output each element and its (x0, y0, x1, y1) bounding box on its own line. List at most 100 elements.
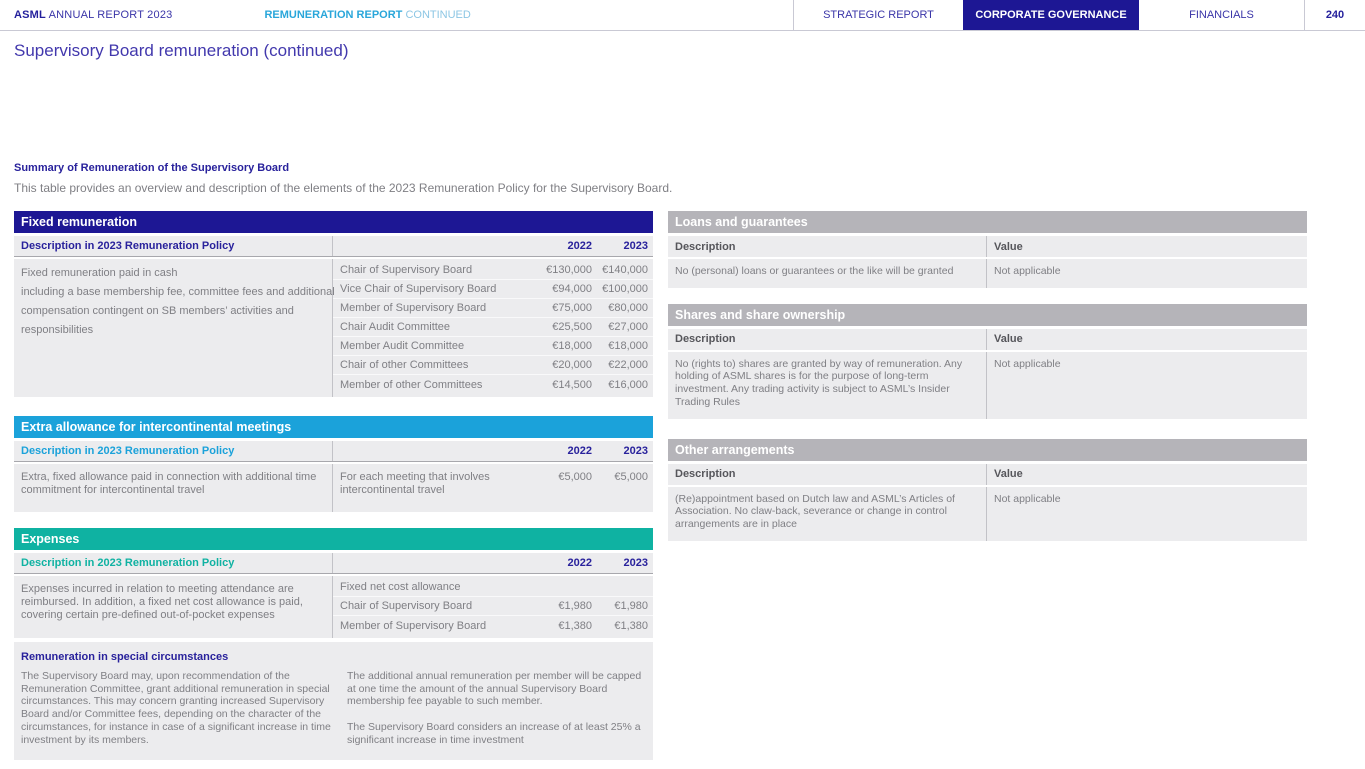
column-header-2023: 2023 (623, 557, 648, 569)
fee-2023: €140,000 (602, 264, 648, 276)
fee-2023: €16,000 (608, 378, 648, 391)
fee-2023: €22,000 (608, 359, 648, 371)
report-brand: ASML ANNUAL REPORT 2023 (14, 9, 172, 21)
fee-2022: €20,000 (552, 359, 592, 371)
fee-2023: €5,000 (614, 471, 648, 483)
table-row: Chair Audit Committee €25,500 €27,000 (333, 318, 653, 337)
intro-block: Summary of Remuneration of the Superviso… (14, 162, 1365, 195)
loans-description: No (personal) loans or guarantees or the… (668, 259, 987, 288)
column-header-value: Value (994, 240, 1023, 253)
fee-role: Chair of Supervisory Board (340, 600, 473, 612)
intro-heading: Summary of Remuneration of the Superviso… (14, 162, 290, 174)
fee-2023: €18,000 (608, 340, 648, 352)
other-value: Not applicable (994, 492, 1061, 505)
special-circumstances-heading: Remuneration in special circumstances (21, 651, 229, 663)
other-arrangements-table: Other arrangements Description Value (Re… (668, 438, 1307, 541)
section-continued: CONTINUED (405, 9, 471, 21)
column-header-2023: 2023 (623, 445, 648, 457)
other-arrangements-title: Other arrangements (668, 438, 1307, 461)
table-row: Fixed net cost allowance (333, 578, 653, 597)
intercontinental-body: Extra, fixed allowance paid in connectio… (14, 464, 653, 512)
nav-tab-financials[interactable]: FINANCIALS (1189, 9, 1254, 21)
fee-role: Chair Audit Committee (340, 321, 451, 333)
column-header-description: Description in 2023 Remuneration Policy (14, 236, 333, 256)
page-title: Supervisory Board remuneration (continue… (14, 41, 349, 60)
shares-ownership-table: Shares and share ownership Description V… (668, 303, 1307, 419)
expenses-body: Expenses incurred in relation to meeting… (14, 576, 653, 638)
table-row: Member of Supervisory Board €75,000 €80,… (333, 299, 653, 318)
allowance-detail: For each meeting that involves intercont… (340, 471, 490, 496)
fixed-remuneration-table: Fixed remuneration Description in 2023 R… (14, 211, 653, 397)
fixed-remuneration-description: Fixed remuneration paid in cash includin… (14, 259, 335, 397)
fee-2022: €1,380 (558, 619, 592, 632)
table-row: Chair of other Committees €20,000 €22,00… (333, 356, 653, 375)
column-header-description: Description (668, 328, 987, 350)
fee-2023: €27,000 (608, 321, 648, 333)
fee-2022: €18,000 (552, 340, 592, 352)
description-line: including a base membership fee, committ… (21, 286, 335, 298)
special-right-paragraph-1: The additional annual remuneration per m… (347, 670, 642, 708)
special-right-text: The additional annual remuneration per m… (347, 670, 644, 747)
brand-asml: ASML (14, 9, 46, 21)
section-name: REMUNERATION REPORT (264, 9, 403, 21)
special-circumstances-section: Remuneration in special circumstances Th… (14, 642, 653, 760)
other-subheader: Description Value (668, 463, 1307, 485)
topbar-spacer (471, 0, 793, 30)
special-circumstances-columns: The Supervisory Board may, upon recommen… (21, 670, 644, 747)
fee-2022: €5,000 (558, 471, 592, 483)
intercontinental-title: Extra allowance for intercontinental mee… (14, 416, 653, 438)
shares-subheader: Description Value (668, 328, 1307, 350)
expenses-title: Expenses (14, 528, 653, 550)
description-line: responsibilities (21, 324, 94, 336)
intercontinental-row: For each meeting that involves intercont… (333, 464, 653, 512)
table-row: For each meeting that involves intercont… (333, 466, 653, 497)
description-line: Fixed remuneration paid in cash (21, 267, 178, 279)
loans-subheader: Description Value (668, 236, 1307, 257)
fee-2022: €94,000 (552, 283, 592, 295)
column-header-2022: 2022 (567, 557, 592, 569)
loans-body: No (personal) loans or guarantees or the… (668, 259, 1307, 288)
main-content: Fixed remuneration Description in 2023 R… (14, 211, 1351, 760)
fixed-remuneration-body: Fixed remuneration paid in cash includin… (14, 259, 653, 397)
page-number: 240 (1304, 0, 1365, 30)
loans-value: Not applicable (994, 265, 1061, 277)
loans-guarantees-table: Loans and guarantees Description Value N… (668, 211, 1307, 288)
nav-tab-strategic-report[interactable]: STRATEGIC REPORT (793, 0, 963, 30)
expenses-subheader: Description in 2023 Remuneration Policy … (14, 553, 653, 574)
fee-2022: €14,500 (552, 378, 592, 391)
column-header-value: Value (994, 468, 1023, 481)
column-header-value: Value (994, 333, 1023, 346)
column-header-2022: 2022 (567, 240, 592, 252)
loans-guarantees-title: Loans and guarantees (668, 211, 1307, 233)
fee-role: Fixed net cost allowance (340, 581, 461, 593)
column-header-description: Description (668, 236, 987, 257)
table-row: Member of Supervisory Board €1,380 €1,38… (333, 616, 653, 635)
table-row: Chair of Supervisory Board €1,980 €1,980 (333, 597, 653, 616)
table-row: Member of other Committees €14,500 €16,0… (333, 375, 653, 394)
left-column: Fixed remuneration Description in 2023 R… (14, 211, 653, 760)
fixed-remuneration-subheader: Description in 2023 Remuneration Policy … (14, 236, 653, 257)
table-row: Member Audit Committee €18,000 €18,000 (333, 337, 653, 356)
intercontinental-subheader: Description in 2023 Remuneration Policy … (14, 441, 653, 462)
special-left-text: The Supervisory Board may, upon recommen… (21, 670, 331, 746)
year-columns: 2022 2023 (333, 553, 653, 573)
description-line: compensation contingent on SB members’ a… (21, 305, 294, 317)
fee-role: Chair of other Committees (340, 359, 469, 371)
fee-role: Member of other Committees (340, 378, 483, 391)
shares-body: No (rights to) shares are granted by way… (668, 351, 1307, 419)
shares-ownership-title: Shares and share ownership (668, 303, 1307, 326)
column-header-description: Description (668, 463, 987, 485)
fee-2023: €80,000 (608, 302, 648, 314)
table-row: Chair of Supervisory Board €130,000 €140… (333, 261, 653, 280)
column-header-description: Description in 2023 Remuneration Policy (14, 441, 333, 461)
expenses-description: Expenses incurred in relation to meeting… (14, 576, 333, 638)
special-right-paragraph-2: The Supervisory Board considers an incre… (347, 721, 641, 746)
fee-2023: €1,380 (614, 619, 648, 632)
section-label: REMUNERATION REPORT CONTINUED (264, 9, 470, 21)
fee-role: Chair of Supervisory Board (340, 264, 473, 276)
nav-tab-corporate-governance[interactable]: CORPORATE GOVERNANCE (963, 0, 1139, 30)
fee-role: Vice Chair of Supervisory Board (340, 283, 497, 295)
table-row: Vice Chair of Supervisory Board €94,000 … (333, 280, 653, 299)
brand-annual-report: ANNUAL REPORT 2023 (45, 9, 173, 21)
shares-description: No (rights to) shares are granted by way… (668, 351, 987, 419)
